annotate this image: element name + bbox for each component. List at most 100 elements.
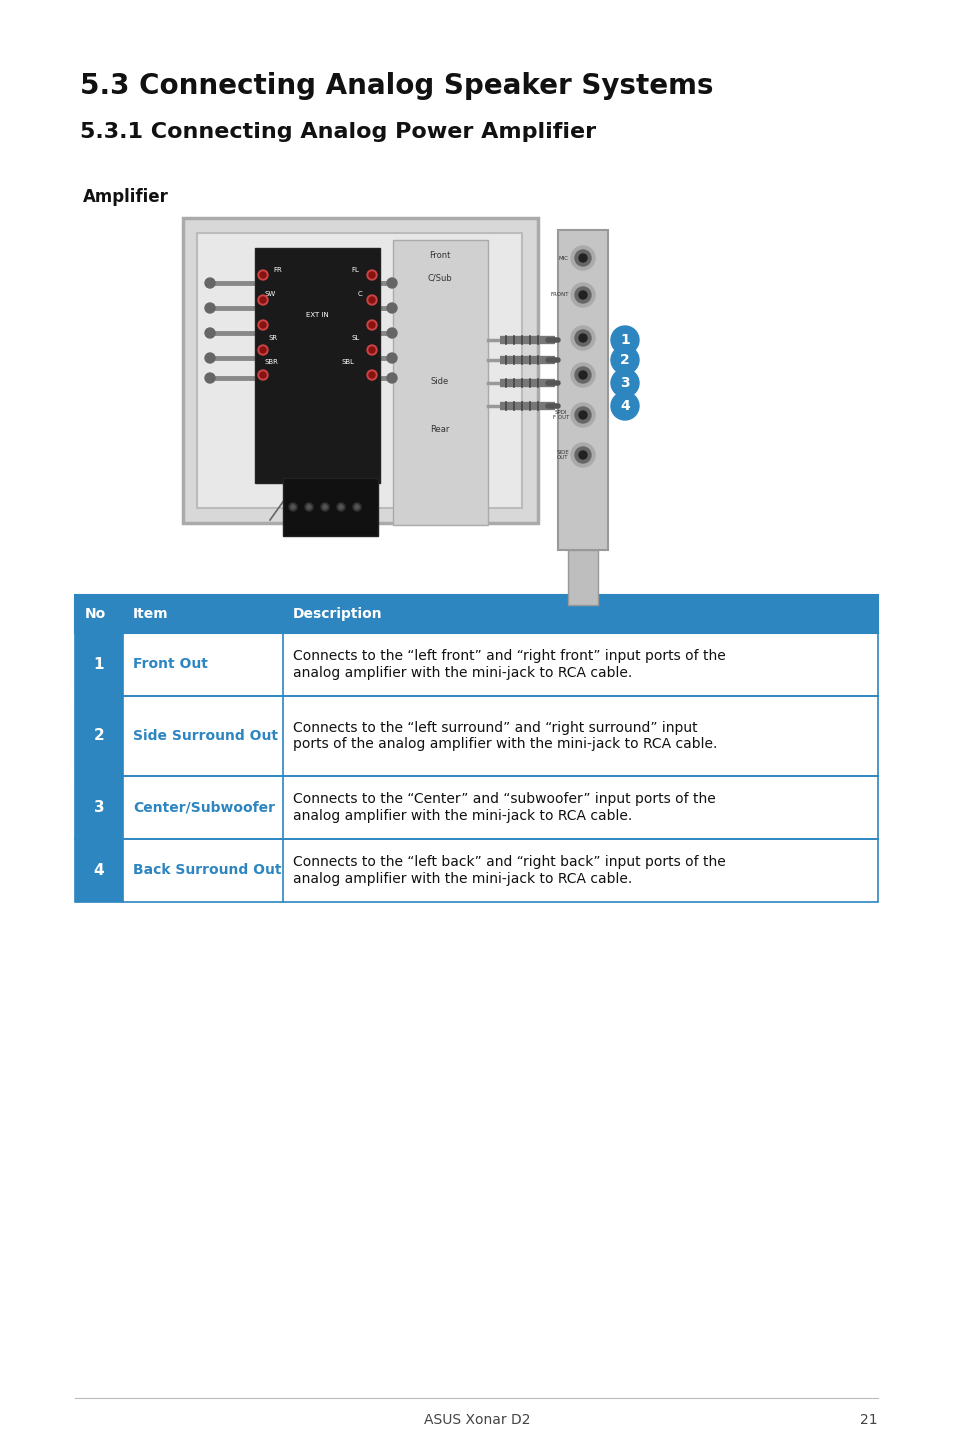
Bar [123, 838, 283, 902]
Text: SW: SW [264, 290, 275, 298]
Text: Center/Subwoofer: Center/Subwoofer [132, 801, 274, 814]
Circle shape [369, 272, 375, 278]
Text: Connects to the “left back” and “right back” input ports of the
analog amplifier: Connects to the “left back” and “right b… [293, 856, 725, 886]
Text: Front Out: Front Out [132, 657, 208, 672]
Text: EXT IN: EXT IN [305, 312, 328, 318]
Text: SBL: SBL [341, 360, 355, 365]
Circle shape [369, 298, 375, 303]
Circle shape [205, 372, 214, 383]
Circle shape [257, 270, 268, 280]
Bar [283, 696, 877, 777]
Circle shape [571, 283, 595, 306]
Circle shape [257, 321, 268, 329]
Text: C/Sub: C/Sub [427, 273, 452, 282]
Circle shape [387, 278, 396, 288]
Circle shape [291, 505, 294, 509]
Bar [283, 633, 877, 696]
Text: 4: 4 [619, 398, 629, 413]
Text: SL: SL [352, 335, 359, 341]
Bar [283, 477, 377, 536]
Bar [75, 633, 877, 696]
Text: Description: Description [293, 607, 382, 621]
Circle shape [260, 372, 266, 378]
Circle shape [369, 372, 375, 378]
Circle shape [575, 329, 590, 347]
Circle shape [387, 372, 396, 383]
Text: Connects to the “Center” and “subwoofer” input ports of the
analog amplifier wit: Connects to the “Center” and “subwoofer”… [293, 792, 715, 823]
Circle shape [205, 303, 214, 313]
Circle shape [260, 322, 266, 328]
Circle shape [571, 326, 595, 349]
Circle shape [575, 288, 590, 303]
Bar [558, 230, 607, 549]
Circle shape [305, 503, 313, 510]
Circle shape [323, 505, 327, 509]
Text: 4: 4 [93, 863, 104, 879]
Circle shape [205, 352, 214, 362]
Bar [283, 838, 877, 902]
Text: Side: Side [431, 378, 449, 387]
Text: Side Surround Out: Side Surround Out [132, 729, 277, 743]
Bar [567, 549, 598, 605]
Bar [183, 219, 537, 523]
Circle shape [578, 334, 586, 342]
Bar [393, 240, 488, 525]
Text: 2: 2 [619, 352, 629, 367]
Bar [75, 595, 877, 633]
Text: Front: Front [429, 252, 450, 260]
Circle shape [387, 328, 396, 338]
Text: C: C [357, 290, 362, 298]
Circle shape [575, 367, 590, 383]
Circle shape [338, 505, 343, 509]
Bar [196, 233, 521, 508]
Text: 2: 2 [93, 729, 104, 743]
Circle shape [257, 345, 268, 355]
Bar [123, 633, 283, 696]
Circle shape [610, 393, 639, 420]
Text: Connects to the “left surround” and “right surround” input
ports of the analog a: Connects to the “left surround” and “rig… [293, 720, 717, 751]
Text: Connects to the “left front” and “right front” input ports of the
analog amplifi: Connects to the “left front” and “right … [293, 650, 725, 680]
Text: SIDE
OUT: SIDE OUT [556, 450, 568, 460]
Circle shape [353, 503, 360, 510]
Text: 5.3 Connecting Analog Speaker Systems: 5.3 Connecting Analog Speaker Systems [80, 72, 713, 101]
Bar [75, 633, 123, 696]
Bar [75, 777, 123, 838]
Circle shape [387, 303, 396, 313]
Text: 3: 3 [619, 375, 629, 390]
Text: MIC: MIC [558, 256, 568, 260]
Text: SBR: SBR [264, 360, 277, 365]
Text: ASUS Xonar D2: ASUS Xonar D2 [423, 1414, 530, 1426]
Circle shape [289, 503, 296, 510]
Text: SPDI
F OUT: SPDI F OUT [552, 410, 568, 420]
Bar [75, 838, 123, 902]
Circle shape [336, 503, 345, 510]
Bar [75, 838, 877, 902]
Circle shape [578, 411, 586, 418]
Circle shape [575, 250, 590, 266]
Bar [75, 696, 123, 777]
Circle shape [367, 295, 376, 305]
Text: 21: 21 [860, 1414, 877, 1426]
Bar [254, 247, 379, 483]
Text: SR: SR [268, 335, 277, 341]
Bar [283, 777, 877, 838]
Circle shape [578, 255, 586, 262]
Circle shape [369, 347, 375, 352]
Circle shape [571, 362, 595, 387]
Circle shape [367, 370, 376, 380]
Circle shape [367, 270, 376, 280]
Circle shape [205, 328, 214, 338]
Circle shape [355, 505, 358, 509]
Bar [75, 777, 877, 838]
Text: Amplifier: Amplifier [83, 188, 169, 206]
Circle shape [571, 443, 595, 467]
Text: FR: FR [274, 267, 282, 273]
Text: Rear: Rear [430, 426, 449, 434]
Circle shape [387, 352, 396, 362]
Text: 3: 3 [93, 800, 104, 815]
Circle shape [610, 347, 639, 374]
Circle shape [260, 298, 266, 303]
Circle shape [320, 503, 329, 510]
Text: Back Surround Out: Back Surround Out [132, 863, 281, 877]
Circle shape [610, 326, 639, 354]
